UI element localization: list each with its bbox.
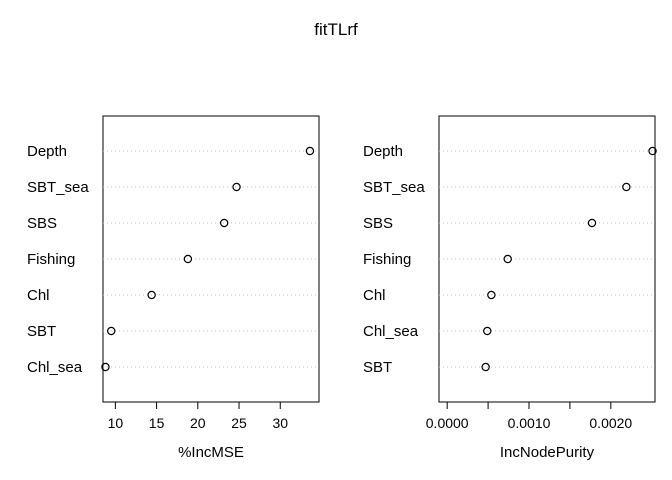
data-point: [305, 146, 315, 156]
category-label: Fishing: [363, 251, 411, 268]
category-label: SBT: [27, 323, 56, 340]
category-label: Chl_sea: [27, 359, 83, 376]
chart-title: fitTLrf: [314, 20, 358, 39]
data-point: [648, 146, 657, 156]
category-label: Chl: [27, 287, 50, 304]
data-point: [481, 362, 490, 372]
data-point: [483, 326, 492, 336]
category-label: SBT: [363, 359, 392, 376]
category-label: Depth: [363, 143, 403, 160]
x-tick-label: 30: [272, 415, 288, 431]
x-tick-label: 15: [149, 415, 165, 431]
data-point: [219, 218, 229, 228]
category-label: SBS: [27, 215, 57, 232]
panel-incnodepurity: IncNodePurity 0.0000 0.0010 0.0020 Depth SBT…: [363, 115, 657, 461]
category-label: SBT_sea: [363, 179, 425, 196]
category-label: Fishing: [27, 251, 75, 268]
x-axis-label: %IncMSE: [178, 444, 244, 461]
category-label: Chl: [363, 287, 386, 304]
category-label: Chl_sea: [363, 323, 419, 340]
panel-incmse: %IncMSE 10 15 20 25 30 Depth SBT_sea SBS Fishing…: [27, 115, 320, 461]
x-tick-label: 0.0010: [508, 415, 551, 431]
data-point: [101, 362, 110, 372]
data-point: [503, 254, 512, 264]
x-tick-label: 0.0000: [426, 415, 469, 431]
data-point: [147, 290, 156, 300]
x-tick-label: 10: [108, 415, 124, 431]
x-tick-label: 25: [231, 415, 247, 431]
x-axis-label: IncNodePurity: [500, 444, 595, 461]
data-point: [183, 254, 193, 264]
data-point: [107, 326, 116, 336]
data-point: [622, 182, 631, 192]
category-label: Depth: [27, 143, 67, 160]
x-tick-label: 0.0020: [589, 415, 632, 431]
category-label: SBS: [363, 215, 393, 232]
x-tick-label: 20: [190, 415, 206, 431]
data-point: [587, 218, 597, 228]
data-point: [232, 182, 241, 192]
data-point: [487, 290, 496, 300]
category-label: SBT_sea: [27, 179, 89, 196]
